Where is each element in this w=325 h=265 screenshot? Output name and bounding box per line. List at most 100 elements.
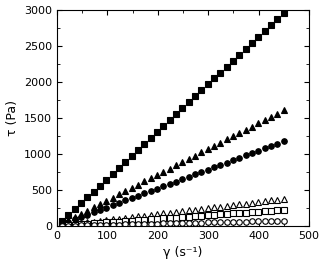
caramel 20C xyxy=(200,151,203,154)
caramel 20C xyxy=(231,135,235,138)
natural honey 40C xyxy=(180,215,184,219)
natural honey 20C xyxy=(256,35,260,38)
caramel 20C xyxy=(149,177,153,180)
natural honey 40C xyxy=(244,211,248,214)
natural honey 20C xyxy=(231,59,235,62)
natural honey 20C xyxy=(92,190,96,193)
commercial honey 20C xyxy=(98,208,102,211)
Line: caramel 20C: caramel 20C xyxy=(59,108,287,226)
commercial honey 20C xyxy=(92,211,96,214)
caramel 20C xyxy=(85,209,89,212)
caramel 20C xyxy=(73,215,77,219)
caramel 40C xyxy=(187,209,191,212)
caramel 40C xyxy=(136,215,140,218)
caramel 20C xyxy=(256,122,260,125)
commercial honey 40C xyxy=(105,223,109,226)
natural honey 20C xyxy=(111,172,115,175)
natural honey 20C xyxy=(60,220,64,223)
natural honey 20C xyxy=(73,208,77,211)
commercial honey 40C xyxy=(212,221,216,224)
commercial honey 20C xyxy=(276,142,279,145)
caramel 20C xyxy=(276,112,279,115)
caramel 40C xyxy=(92,220,96,223)
commercial honey 40C xyxy=(149,222,153,225)
natural honey 40C xyxy=(67,224,71,227)
caramel 20C xyxy=(111,196,115,199)
commercial honey 20C xyxy=(263,147,267,150)
natural honey 20C xyxy=(187,101,191,104)
caramel 40C xyxy=(238,203,241,206)
caramel 20C xyxy=(187,157,191,161)
commercial honey 40C xyxy=(282,219,286,222)
caramel 40C xyxy=(73,222,77,226)
Line: commercial honey 40C: commercial honey 40C xyxy=(59,218,287,229)
caramel 40C xyxy=(174,210,178,213)
caramel 20C xyxy=(130,186,134,189)
natural honey 20C xyxy=(238,53,241,56)
natural honey 20C xyxy=(98,184,102,187)
natural honey 40C xyxy=(136,219,140,222)
caramel 20C xyxy=(67,219,71,222)
commercial honey 40C xyxy=(263,219,267,223)
caramel 40C xyxy=(98,219,102,223)
caramel 40C xyxy=(149,213,153,217)
natural honey 20C xyxy=(155,130,159,134)
commercial honey 20C xyxy=(117,201,121,204)
natural honey 20C xyxy=(282,11,286,15)
caramel 40C xyxy=(212,206,216,209)
natural honey 20C xyxy=(117,166,121,169)
natural honey 40C xyxy=(105,221,109,224)
natural honey 20C xyxy=(206,83,210,86)
caramel 20C xyxy=(79,212,83,215)
commercial honey 20C xyxy=(111,204,115,207)
caramel 40C xyxy=(67,223,71,226)
natural honey 40C xyxy=(276,209,279,212)
commercial honey 20C xyxy=(174,180,178,183)
natural honey 40C xyxy=(231,212,235,215)
caramel 40C xyxy=(263,200,267,203)
caramel 40C xyxy=(206,206,210,210)
caramel 40C xyxy=(225,204,229,207)
X-axis label: γ (s⁻¹): γ (s⁻¹) xyxy=(163,246,203,259)
natural honey 40C xyxy=(60,224,64,227)
commercial honey 20C xyxy=(79,215,83,219)
commercial honey 40C xyxy=(92,224,96,227)
commercial honey 20C xyxy=(218,163,222,166)
caramel 20C xyxy=(168,167,172,170)
caramel 40C xyxy=(168,211,172,214)
commercial honey 20C xyxy=(60,223,64,226)
commercial honey 40C xyxy=(98,223,102,227)
commercial honey 20C xyxy=(244,154,248,157)
commercial honey 40C xyxy=(206,221,210,224)
natural honey 40C xyxy=(130,219,134,222)
Y-axis label: τ (Pa): τ (Pa) xyxy=(6,100,19,136)
commercial honey 40C xyxy=(155,222,159,225)
caramel 20C xyxy=(60,222,64,225)
commercial honey 40C xyxy=(85,224,89,227)
caramel 40C xyxy=(130,215,134,219)
commercial honey 40C xyxy=(218,220,222,224)
caramel 20C xyxy=(282,109,286,112)
caramel 20C xyxy=(142,180,146,183)
natural honey 40C xyxy=(187,215,191,218)
Line: commercial honey 20C: commercial honey 20C xyxy=(59,139,287,227)
commercial honey 40C xyxy=(130,223,134,226)
natural honey 40C xyxy=(117,220,121,223)
commercial honey 40C xyxy=(124,223,127,226)
natural honey 40C xyxy=(282,208,286,211)
caramel 20C xyxy=(212,144,216,148)
Line: caramel 40C: caramel 40C xyxy=(59,196,287,228)
natural honey 20C xyxy=(193,95,197,98)
natural honey 40C xyxy=(149,218,153,221)
commercial honey 20C xyxy=(142,192,146,195)
commercial honey 20C xyxy=(149,189,153,193)
commercial honey 20C xyxy=(85,213,89,216)
commercial honey 40C xyxy=(276,219,279,222)
caramel 20C xyxy=(238,131,241,135)
commercial honey 20C xyxy=(130,197,134,200)
natural honey 20C xyxy=(168,118,172,122)
commercial honey 20C xyxy=(238,156,241,160)
caramel 20C xyxy=(162,170,165,173)
natural honey 40C xyxy=(92,222,96,225)
natural honey 20C xyxy=(124,160,127,164)
